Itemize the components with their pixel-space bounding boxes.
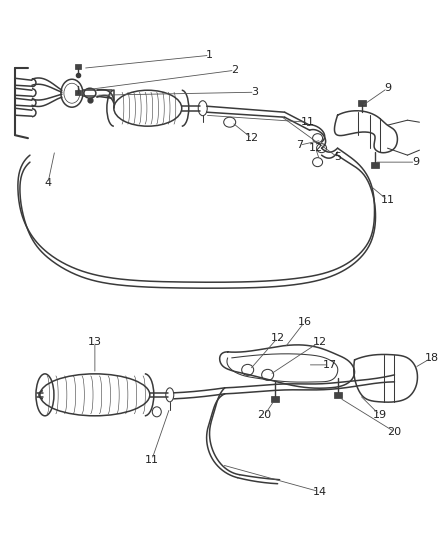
Bar [333,392,341,398]
Text: 12: 12 [312,337,326,347]
Text: 20: 20 [387,427,401,437]
Text: 1: 1 [206,50,213,60]
Bar [75,90,81,95]
Text: 16: 16 [297,317,311,327]
Text: 7: 7 [295,140,303,150]
Text: 2: 2 [230,65,238,75]
Bar [357,100,365,106]
Bar [370,162,378,168]
Text: 12: 12 [270,333,284,343]
Text: 11: 11 [300,117,314,127]
Text: 4: 4 [44,178,51,188]
Text: 11: 11 [145,455,159,465]
Text: 3: 3 [251,87,258,97]
Text: 12: 12 [308,143,322,153]
Bar [75,64,81,69]
Text: 13: 13 [88,337,102,347]
Text: 17: 17 [322,360,336,370]
Text: 9: 9 [411,157,418,167]
Text: 18: 18 [424,353,438,363]
Text: 5: 5 [333,152,340,162]
Bar [270,396,278,402]
Text: 11: 11 [380,195,394,205]
Text: 9: 9 [383,83,390,93]
Text: 14: 14 [312,487,326,497]
Text: 12: 12 [244,133,258,143]
Text: 20: 20 [257,410,271,420]
Text: 19: 19 [371,410,386,420]
